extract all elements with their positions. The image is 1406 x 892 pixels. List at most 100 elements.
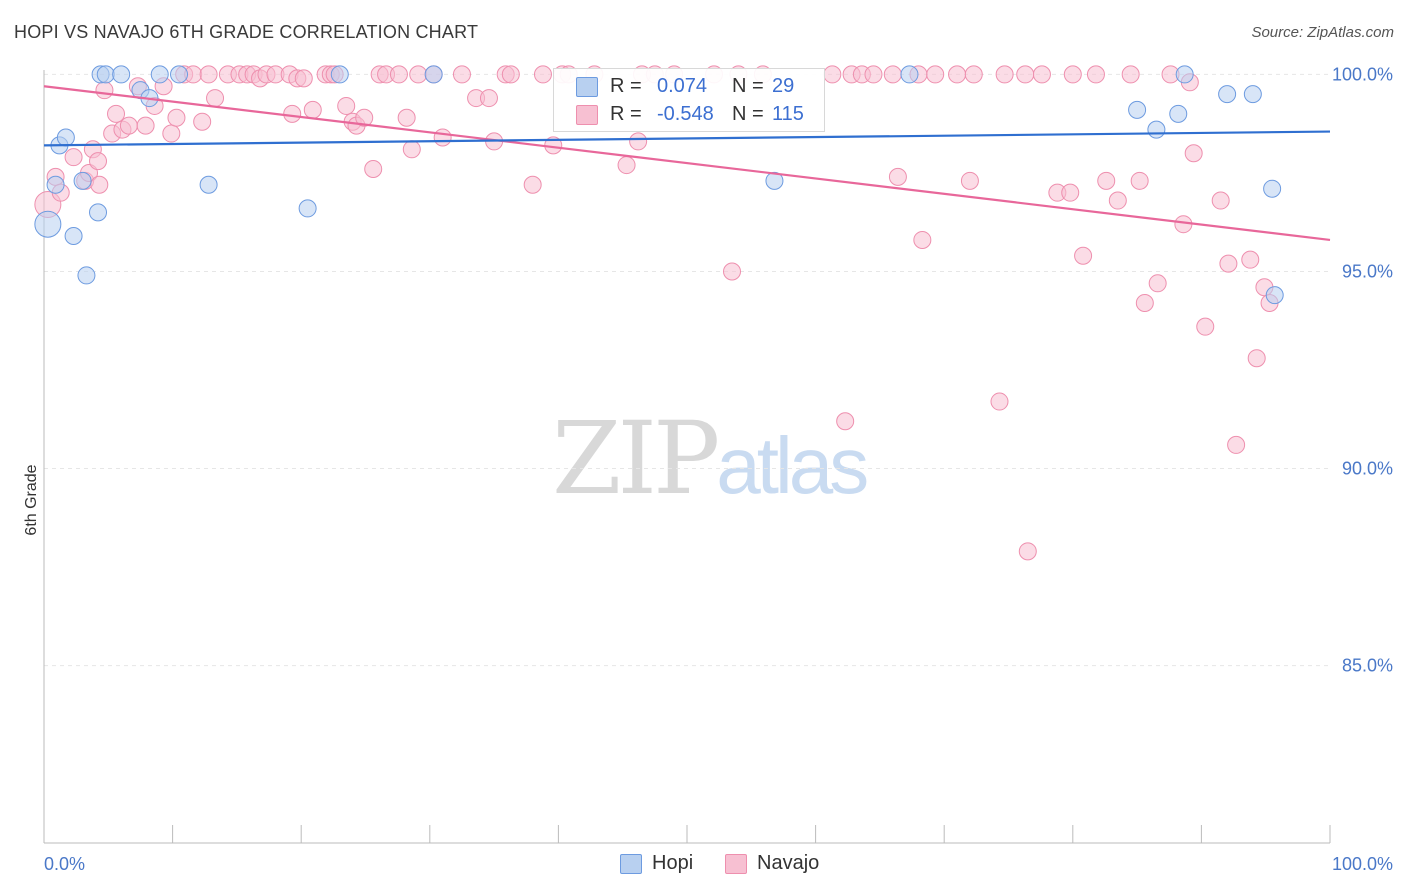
chart-title: HOPI VS NAVAJO 6TH GRADE CORRELATION CHA… bbox=[14, 22, 479, 42]
hopi-point bbox=[73, 171, 92, 190]
navajo-point bbox=[995, 65, 1014, 84]
navajo-point bbox=[303, 100, 322, 119]
navajo-point bbox=[1074, 246, 1093, 265]
hopi-trend-line bbox=[43, 130, 1331, 147]
hopi-point bbox=[89, 203, 108, 222]
navajo-point bbox=[533, 65, 552, 84]
navajo-point bbox=[337, 96, 356, 115]
navajo-point bbox=[1247, 349, 1266, 368]
navajo-point bbox=[402, 140, 421, 159]
navajo-point bbox=[409, 65, 428, 84]
navajo-point bbox=[864, 65, 883, 84]
watermark-zip: ZIP bbox=[552, 400, 720, 517]
navajo-point bbox=[926, 65, 945, 84]
hopi-point bbox=[1243, 85, 1262, 104]
watermark-atlas: atlas bbox=[716, 421, 869, 510]
navajo-point bbox=[1063, 65, 1082, 84]
y-tick-label: 100.0% bbox=[1332, 64, 1393, 84]
navajo-point bbox=[479, 89, 498, 108]
hopi-swatch bbox=[576, 77, 598, 97]
legend-n-label: N = bbox=[732, 103, 764, 125]
navajo-point bbox=[119, 116, 138, 135]
y-tick-label: 90.0% bbox=[1342, 459, 1393, 479]
legend-n-value: 115 bbox=[772, 103, 804, 125]
navajo-point bbox=[1097, 171, 1116, 190]
watermark: ZIPatlas bbox=[552, 400, 869, 517]
legend-r-label: R = bbox=[610, 103, 642, 125]
navajo-point bbox=[1108, 191, 1127, 210]
navajo-point bbox=[1032, 65, 1051, 84]
navajo-point bbox=[617, 156, 636, 175]
navajo-point bbox=[294, 69, 313, 88]
hopi-point bbox=[96, 65, 115, 84]
y-tick-label: 85.0% bbox=[1342, 656, 1393, 676]
y-tick-label: 95.0% bbox=[1342, 261, 1393, 281]
navajo-point bbox=[364, 160, 383, 179]
navajo-point bbox=[452, 65, 471, 84]
navajo-point bbox=[389, 65, 408, 84]
navajo-point bbox=[1211, 191, 1230, 210]
bottom-legend-navajo-label: Navajo bbox=[757, 852, 820, 874]
hopi-point bbox=[112, 65, 131, 84]
navajo-point bbox=[206, 89, 225, 108]
navajo-point bbox=[162, 124, 181, 143]
navajo-point bbox=[960, 171, 979, 190]
hopi-point bbox=[424, 65, 443, 84]
navajo-point bbox=[501, 65, 520, 84]
hopi-point bbox=[56, 128, 75, 147]
navajo-point bbox=[283, 104, 302, 123]
hopi-point bbox=[1263, 179, 1282, 198]
hopi-point bbox=[1218, 85, 1237, 104]
navajo-trend-line bbox=[43, 85, 1331, 242]
navajo-point bbox=[1018, 542, 1037, 561]
navajo-point bbox=[1148, 274, 1167, 293]
hopi-point bbox=[170, 65, 189, 84]
navajo-point bbox=[193, 112, 212, 131]
navajo-point bbox=[1121, 65, 1140, 84]
hopi-point bbox=[77, 266, 96, 285]
legend-n-value: 29 bbox=[772, 75, 795, 97]
hopi-point bbox=[1265, 286, 1284, 305]
hopi-point bbox=[150, 65, 169, 84]
navajo-point bbox=[1196, 317, 1215, 336]
navajo-point bbox=[433, 128, 452, 147]
navajo-point bbox=[1241, 250, 1260, 269]
legend-row-navajo: R = -0.548 N = 115 bbox=[554, 100, 824, 128]
navajo-point bbox=[107, 104, 126, 123]
hopi-point bbox=[1169, 104, 1188, 123]
legend-r-value: 0.074 bbox=[657, 75, 708, 97]
hopi-point bbox=[1175, 65, 1194, 84]
navajo-point bbox=[823, 65, 842, 84]
navajo-point bbox=[1227, 435, 1246, 454]
hopi-point bbox=[1128, 100, 1147, 119]
navajo-point bbox=[1086, 65, 1105, 84]
navajo-point bbox=[964, 65, 983, 84]
navajo-point bbox=[136, 116, 155, 135]
hopi-point bbox=[46, 175, 65, 194]
legend-r-value: -0.548 bbox=[657, 103, 714, 125]
hopi-point bbox=[298, 199, 317, 218]
navajo-point bbox=[397, 108, 416, 127]
navajo-point bbox=[523, 175, 542, 194]
navajo-point bbox=[95, 81, 114, 100]
navajo-point bbox=[89, 152, 108, 171]
bottom-legend-hopi-swatch bbox=[620, 854, 642, 874]
navajo-point bbox=[355, 108, 374, 127]
navajo-point bbox=[1219, 254, 1238, 273]
x-axis-ticks bbox=[43, 825, 1331, 843]
hopi-point bbox=[64, 227, 83, 246]
stats-legend: R = 0.074 N = 29 R = -0.548 N = 115 bbox=[553, 68, 825, 132]
navajo-point bbox=[1061, 183, 1080, 202]
navajo-point bbox=[888, 167, 907, 186]
navajo-point bbox=[1135, 294, 1154, 313]
navajo-point bbox=[629, 132, 648, 151]
hopi-point bbox=[765, 171, 784, 190]
legend-row-hopi: R = 0.074 N = 29 bbox=[554, 72, 824, 100]
navajo-point bbox=[990, 392, 1009, 411]
y-axis-label: 6th Grade bbox=[23, 464, 40, 535]
navajo-point bbox=[90, 175, 109, 194]
legend-r-label: R = bbox=[610, 75, 642, 97]
navajo-point bbox=[167, 108, 186, 127]
navajo-point bbox=[199, 65, 218, 84]
